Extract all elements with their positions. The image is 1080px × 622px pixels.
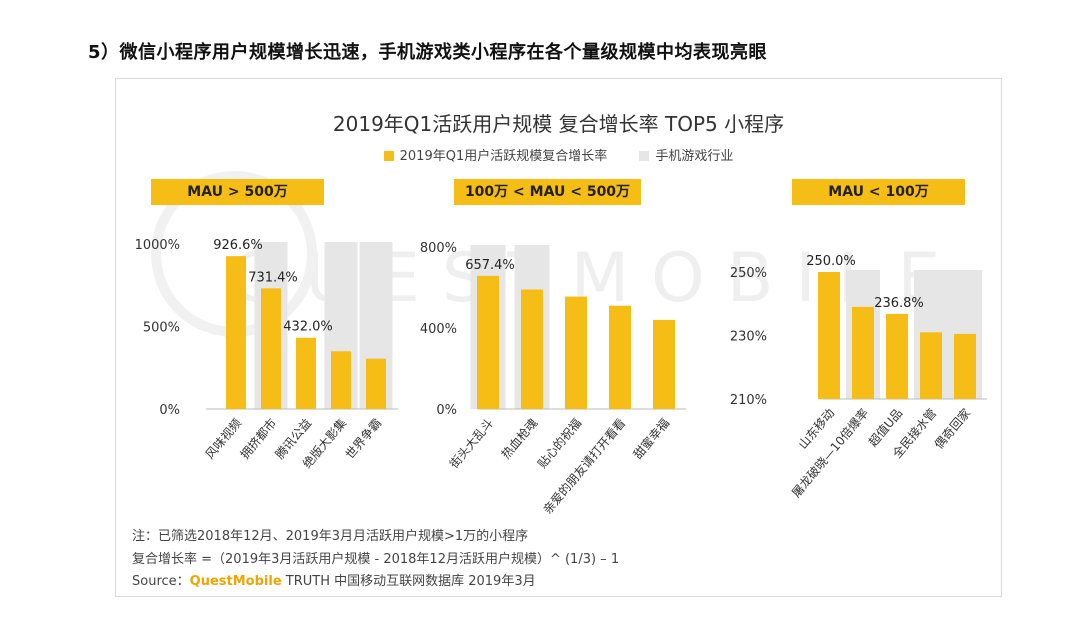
bar-data-label: 926.6% bbox=[213, 238, 263, 253]
y-tick-label: 400% bbox=[420, 322, 457, 337]
bar-data-label: 657.4% bbox=[465, 258, 515, 273]
chart-title: 2019年Q1活跃用户规模 复合增长率 TOP5 小程序 bbox=[332, 112, 785, 136]
y-tick-label: 0% bbox=[159, 403, 180, 418]
bar bbox=[609, 305, 631, 409]
legend-label-game: 手机游戏行业 bbox=[655, 149, 734, 164]
legend-label-growth: 2019年Q1用户活跃规模复合增长率 bbox=[399, 149, 608, 164]
y-tick-label: 500% bbox=[143, 321, 180, 336]
bar bbox=[331, 351, 351, 409]
panel-badge-2: 100万 < MAU < 500万 bbox=[454, 179, 641, 205]
bar bbox=[296, 337, 316, 409]
chart-legend: 2019年Q1用户活跃规模复合增长率 手机游戏行业 bbox=[116, 145, 1001, 164]
panel-badge-1: MAU > 500万 bbox=[151, 179, 324, 205]
legend-swatch-game bbox=[639, 150, 650, 161]
bar bbox=[477, 275, 499, 409]
source-prefix: Source： bbox=[132, 574, 190, 589]
bar-data-label: 250.0% bbox=[806, 254, 856, 269]
bar bbox=[226, 256, 246, 409]
bar bbox=[818, 272, 840, 399]
category-label: 风味视频 bbox=[202, 415, 244, 461]
bar-data-label: 236.8% bbox=[874, 296, 924, 311]
bar bbox=[521, 289, 543, 409]
page-heading: 5）微信小程序用户规模增长迅速，手机游戏类小程序在各个量级规模中均表现亮眼 bbox=[88, 42, 768, 63]
bar bbox=[366, 358, 386, 409]
category-label: 世界争霸 bbox=[343, 416, 385, 462]
bar bbox=[261, 288, 281, 409]
note-formula: 复合增长率 =（2019年3月活跃用户规模 - 2018年12月活跃用户规模）^… bbox=[132, 552, 620, 567]
y-tick-label: 800% bbox=[420, 241, 457, 256]
category-label: 街头大乱斗 bbox=[447, 416, 496, 471]
y-tick-label: 250% bbox=[730, 266, 767, 281]
bar bbox=[565, 296, 587, 409]
note-source: Source：QuestMobile TRUTH 中国移动互联网数据库 2019… bbox=[132, 570, 536, 589]
note-filter: 注：已筛选2018年12月、2019年3月月活跃用户规模>1万的小程序 bbox=[132, 529, 529, 544]
category-label: 贴心的祝福 bbox=[534, 415, 584, 471]
bar-data-label: 731.4% bbox=[248, 270, 298, 285]
source-rest: TRUTH 中国移动互联网数据库 2019年3月 bbox=[281, 574, 536, 589]
y-tick-label: 0% bbox=[436, 403, 457, 418]
category-label: 拥挤都市 bbox=[237, 415, 279, 461]
source-brand: QuestMobile bbox=[189, 574, 282, 589]
category-label: 亲爱的朋友请打开看看 bbox=[540, 415, 629, 517]
chart-card: QUESTMOBILE 1000% 500% 0% 926.6% 风味视频 731.4% 拥挤… bbox=[115, 78, 1002, 597]
y-tick-label: 1000% bbox=[135, 238, 180, 253]
bar bbox=[653, 319, 675, 409]
bar bbox=[852, 306, 874, 399]
y-tick-label: 230% bbox=[730, 330, 767, 345]
bar bbox=[954, 333, 976, 399]
chart-canvas: QUESTMOBILE1000%500%0%926.6%风味视频731.4%拥挤… bbox=[135, 171, 987, 517]
legend-swatch-growth bbox=[383, 150, 394, 161]
y-tick-label: 210% bbox=[730, 393, 767, 408]
category-label: 甜蜜幸福 bbox=[630, 415, 672, 461]
category-label: 偶奇回家 bbox=[931, 405, 973, 451]
bar bbox=[886, 313, 908, 399]
bar-data-label: 432.0% bbox=[283, 320, 333, 335]
category-label: 热血枪魂 bbox=[498, 415, 540, 461]
bar bbox=[920, 332, 942, 399]
panel-badge-3: MAU < 100万 bbox=[792, 179, 965, 205]
